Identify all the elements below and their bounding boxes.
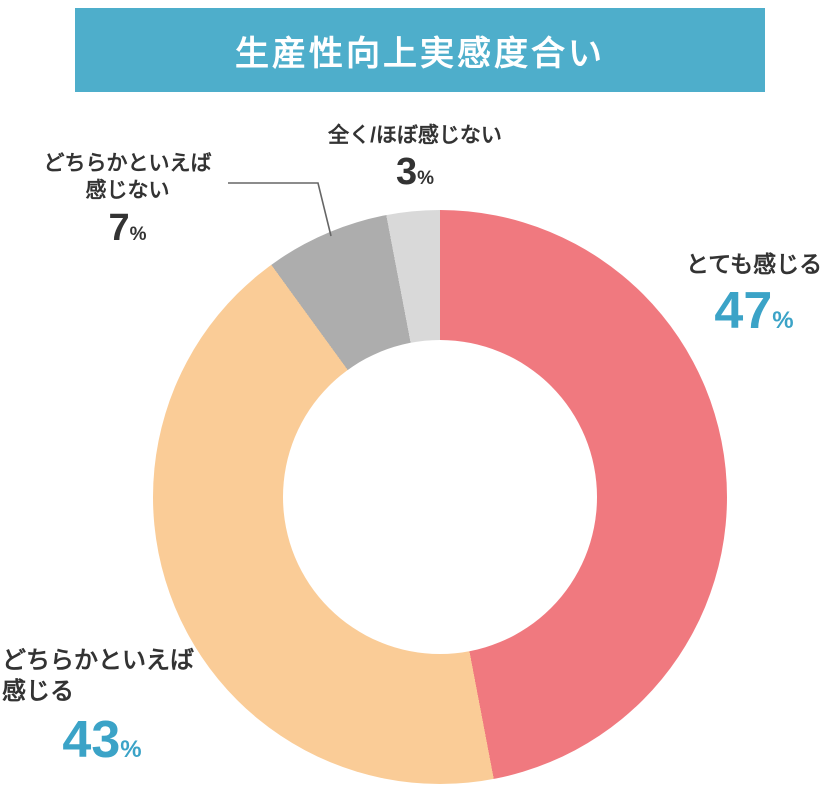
callout-somewhat-not-feel-value-line: 7% [25,206,230,249]
callout-somewhat-feel-unit: % [120,736,142,764]
callout-not-at-all: 全く/ほぼ感じない 3% [300,122,530,193]
chart-title: 生産性向上実感度合い [235,34,605,73]
callout-strongly-feel-value: 47 [714,281,773,340]
callout-not-at-all-label: 全く/ほぼ感じない [328,124,502,147]
callout-somewhat-feel-label-line2: 感じる [2,678,74,706]
callout-somewhat-feel-label-line1: どちらかといえば [2,647,194,674]
callout-not-at-all-unit: % [417,168,435,190]
callout-strongly-feel-unit: % [772,306,794,334]
callout-strongly-feel-value-line: 47% [668,284,840,339]
chart-title-banner: 生産性向上実感度合い [75,8,765,92]
donut-hole [283,340,597,654]
callout-somewhat-not-feel-unit: % [129,223,147,245]
callout-somewhat-not-feel: どちらかといえば 感じない 7% [25,150,230,248]
callout-somewhat-feel-value-line: 43% [2,713,202,768]
callout-not-at-all-value-line: 3% [300,151,530,194]
callout-somewhat-not-feel-value: 7 [108,206,130,249]
callout-not-at-all-value: 3 [395,151,418,194]
callout-strongly-feel: とても感じる 47% [668,250,840,338]
callout-somewhat-feel-value: 43 [62,711,121,770]
callout-somewhat-not-feel-label-line1: どちらかといえば [43,152,212,175]
callout-somewhat-not-feel-label-line2: 感じない [85,179,170,203]
callout-somewhat-feel: どちらかといえば 感じる 43% [2,645,202,768]
callout-strongly-feel-label: とても感じる [685,251,823,277]
